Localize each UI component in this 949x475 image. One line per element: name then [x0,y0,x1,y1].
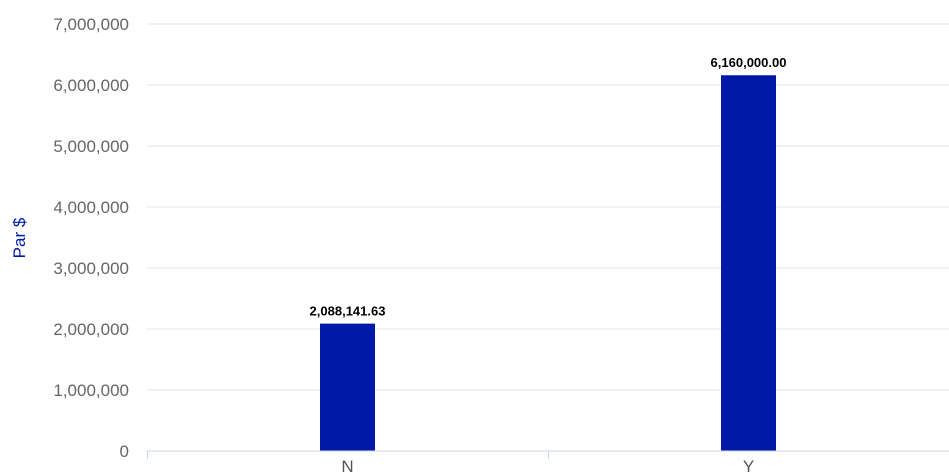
y-tick-label: 5,000,000 [53,137,129,156]
x-tick-label: Y [743,457,754,475]
y-tick-label: 3,000,000 [53,259,129,278]
data-labels: 2,088,141.63 6,160,000.00 [310,55,787,318]
y-tick-label: 7,000,000 [53,15,129,34]
bar [721,75,776,452]
y-axis-tick-labels: 0 1,000,000 2,000,000 3,000,000 4,000,000 5,0… [53,15,129,461]
y-tick-label: 2,000,000 [53,320,129,339]
y-tick-label: 0 [120,442,129,461]
y-axis-title: Par $ [10,217,29,258]
bars [320,75,776,452]
bar [320,323,375,451]
grid-lines [147,23,949,391]
data-label: 6,160,000.00 [711,55,787,70]
x-tick-label: N [341,457,353,475]
data-label: 2,088,141.63 [310,304,386,319]
y-tick-label: 6,000,000 [53,76,129,95]
y-tick-label: 1,000,000 [53,381,129,400]
y-tick-label: 4,000,000 [53,198,129,217]
